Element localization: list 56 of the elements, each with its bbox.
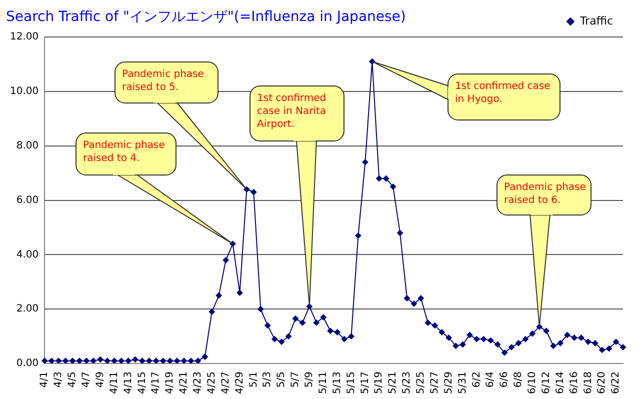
x-tick-label: 4/9 (94, 372, 106, 388)
y-tick-label: 8.00 (16, 140, 39, 152)
x-tick-label: 5/31 (457, 372, 468, 394)
x-tick-label: 5/5 (276, 372, 288, 388)
x-tick-label: 5/15 (346, 372, 357, 394)
y-tick-label: 4.00 (16, 249, 39, 260)
x-tick-label: 6/22 (610, 372, 622, 394)
x-tick-label: 4/13 (122, 372, 134, 394)
x-tick-label: 4/19 (164, 372, 176, 394)
y-tick-label: 2.00 (16, 304, 39, 315)
x-tick-label: 5/19 (374, 372, 385, 394)
x-tick-label: 5/9 (304, 372, 316, 388)
annotation: Pandemic phase raised to 6. (504, 181, 586, 207)
annotation: Pandemic phase raised to 5. (122, 68, 205, 94)
x-tick-label: 5/13 (332, 372, 343, 394)
x-tick-label: 5/23 (402, 372, 413, 394)
y-tick-label: 12.00 (10, 32, 39, 43)
x-tick-label: 4/21 (178, 372, 190, 394)
x-tick-label: 6/18 (582, 372, 594, 394)
x-tick-label: 4/7 (81, 372, 92, 388)
x-tick-label: 4/29 (234, 372, 246, 394)
x-tick-label: 5/7 (290, 372, 302, 388)
x-tick-label: 6/6 (499, 372, 510, 388)
x-tick-label: 5/25 (416, 372, 427, 394)
x-tick-label: 4/15 (136, 372, 148, 394)
x-tick-label: 6/10 (527, 372, 538, 394)
annotation: 1st confirmed case in Narita Airport. (257, 92, 328, 131)
y-tick-label: 10.00 (10, 86, 39, 98)
x-tick-label: 5/17 (360, 372, 371, 394)
chart-title: Search Traffic of "インフルエンザ"(=Influenza in Japanese) (6, 8, 406, 26)
x-tick-label: 6/12 (540, 372, 552, 394)
x-tick-label: 5/27 (429, 372, 440, 394)
x-tick-label: 6/8 (513, 372, 524, 388)
y-tick-label: 6.00 (16, 194, 39, 206)
x-tick-label: 4/3 (53, 372, 64, 388)
x-tick-label: 6/14 (554, 372, 566, 394)
x-tick-label: 4/5 (67, 372, 78, 388)
x-tick-label: 6/4 (485, 372, 496, 388)
y-tick-label: 0.00 (16, 358, 39, 370)
x-tick-label: 5/29 (443, 372, 454, 394)
x-tick-label: 4/23 (192, 372, 204, 394)
annotation: 1st confirmed case in Hyogo. (455, 80, 552, 106)
x-tick-label: 4/25 (206, 372, 218, 394)
x-tick-label: 4/17 (150, 372, 162, 394)
x-tick-label: 6/2 (471, 372, 482, 388)
x-tick-label: 4/1 (39, 372, 50, 388)
x-tick-label: 5/3 (262, 372, 274, 388)
x-tick-label: 5/21 (388, 372, 399, 394)
x-tick-label: 4/11 (108, 372, 120, 394)
x-tick-label: 5/11 (318, 372, 329, 394)
x-tick-label: 5/1 (248, 372, 260, 388)
x-tick-label: 6/20 (596, 372, 608, 394)
x-tick-label: 6/16 (568, 372, 580, 394)
legend-label: Traffic (578, 14, 614, 28)
annotation: Pandemic phase raised to 4. (83, 139, 166, 165)
x-tick-label: 4/27 (220, 372, 232, 394)
